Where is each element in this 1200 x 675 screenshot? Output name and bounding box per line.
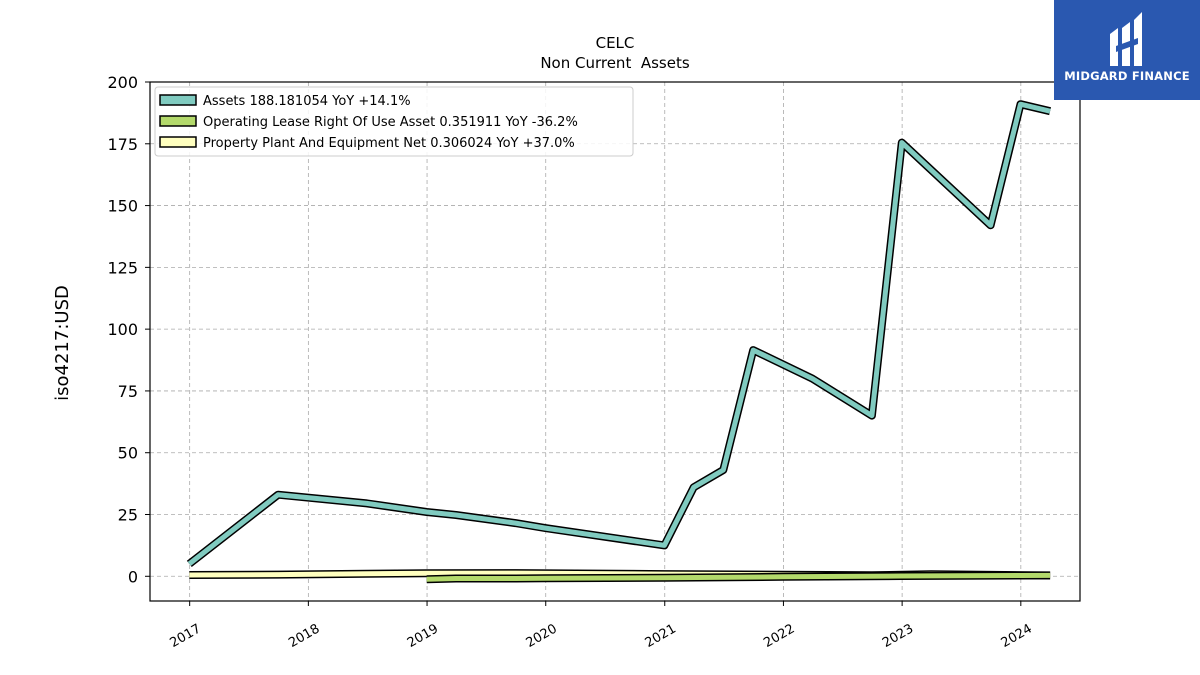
series-lines: [186, 100, 1052, 584]
y-tick-label: 125: [107, 258, 138, 277]
y-axis-label: iso4217:USD: [52, 285, 73, 401]
y-tick-label: 175: [107, 135, 138, 154]
y-tick-label: 25: [118, 506, 138, 525]
x-tick-label: 2023: [880, 621, 916, 651]
axis-ticks: 0 25 50 75 100 125 150 175 200 2017 2018 2019 2020 20…: [107, 73, 1034, 651]
y-tick-label: 75: [118, 382, 138, 401]
chart-subtitle: Non Current Assets: [540, 54, 690, 72]
legend-box: [154, 86, 634, 157]
legend-swatch: [159, 115, 197, 127]
chart-title: CELC: [596, 34, 635, 52]
y-tick-label: 200: [107, 73, 138, 92]
y-tick-label: 0: [128, 567, 138, 586]
x-tick-label: 2024: [999, 621, 1035, 651]
x-tick-label: 2022: [761, 621, 797, 651]
grid: [150, 81, 1080, 601]
logo-text: MIDGARD FINANCE: [1064, 69, 1190, 83]
legend-swatch: [159, 136, 197, 148]
y-tick-label: 100: [107, 320, 138, 339]
x-tick-label: 2021: [643, 621, 679, 651]
legend-label: Assets 188.181054 YoY +14.1%: [203, 94, 411, 109]
legend: Assets 188.181054 YoY +14.1% Operating Le…: [154, 86, 634, 157]
plot-frame: [149, 81, 1081, 602]
x-tick-label: 2020: [524, 621, 560, 651]
legend-label: Operating Lease Right Of Use Asset 0.351…: [203, 115, 578, 130]
series-operating-lease-right-of-use-asset: [426, 571, 1051, 584]
legend-label: Property Plant And Equipment Net 0.30602…: [203, 136, 575, 151]
legend-swatch: [159, 94, 197, 106]
x-tick-label: 2017: [168, 621, 204, 651]
logo-mark-icon: [1110, 12, 1142, 66]
y-tick-label: 50: [118, 444, 138, 463]
series-assets: [186, 100, 1052, 568]
series-outline: [186, 100, 1052, 568]
x-tick-label: 2019: [405, 621, 441, 651]
y-tick-label: 150: [107, 197, 138, 216]
brand-logo: MIDGARD FINANCE: [1054, 0, 1200, 100]
x-tick-label: 2018: [286, 621, 322, 651]
